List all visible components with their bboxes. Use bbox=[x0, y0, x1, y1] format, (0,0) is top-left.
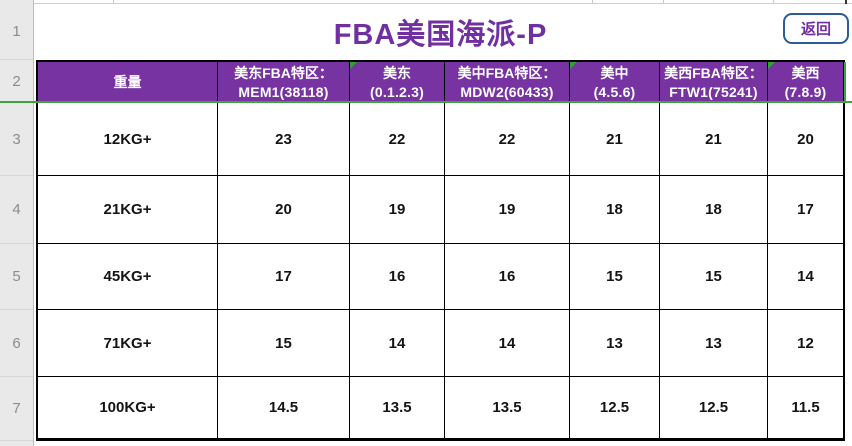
price-cell[interactable]: 13 bbox=[570, 310, 660, 377]
header-label: 重量 bbox=[113, 74, 142, 90]
header-code: (4.5.6) bbox=[593, 83, 636, 100]
price-cell[interactable]: 23 bbox=[218, 103, 350, 176]
weight-cell[interactable]: 21KG+ bbox=[38, 176, 218, 244]
price-cell[interactable]: 17 bbox=[768, 176, 843, 244]
price-cell[interactable]: 16 bbox=[445, 244, 570, 310]
price-cell[interactable]: 15 bbox=[218, 310, 350, 377]
price-cell[interactable]: 13.5 bbox=[445, 377, 570, 438]
price-cell[interactable]: 14 bbox=[350, 310, 445, 377]
row-number-4[interactable]: 4 bbox=[0, 176, 33, 244]
header-label: 美西 bbox=[791, 64, 820, 81]
header-code: MEM1(38118) bbox=[238, 83, 329, 100]
price-cell[interactable]: 13.5 bbox=[350, 377, 445, 438]
price-cell[interactable]: 19 bbox=[350, 176, 445, 244]
header-label: 美中 bbox=[600, 64, 629, 81]
sheet-title: FBA美国海派-P bbox=[333, 19, 548, 51]
price-cell[interactable]: 13 bbox=[660, 310, 768, 377]
weight-cell[interactable]: 45KG+ bbox=[38, 244, 218, 310]
row-number-8[interactable]: 8 bbox=[0, 441, 33, 446]
header-code: MDW2(60433) bbox=[460, 83, 554, 100]
row-number-3[interactable]: 3 bbox=[0, 103, 33, 176]
header-cell-us-central-fba[interactable]: 美中FBA特区： MDW2(60433) bbox=[445, 62, 570, 103]
price-cell[interactable]: 21 bbox=[660, 103, 768, 176]
header-label: 美西FBA特区： bbox=[664, 64, 763, 81]
price-cell[interactable]: 12.5 bbox=[570, 377, 660, 438]
row-number-6[interactable]: 6 bbox=[0, 310, 33, 377]
price-cell[interactable]: 22 bbox=[445, 103, 570, 176]
row-number-5[interactable]: 5 bbox=[0, 244, 33, 310]
price-cell[interactable]: 11.5 bbox=[768, 377, 843, 438]
gridline bbox=[663, 0, 664, 3]
header-cell-us-west[interactable]: 美西 (7.8.9) bbox=[768, 62, 843, 103]
row-number-7[interactable]: 7 bbox=[0, 377, 33, 441]
freeze-pane-divider-vertical bbox=[844, 62, 846, 103]
weight-cell[interactable]: 12KG+ bbox=[38, 103, 218, 176]
row-number-2[interactable]: 2 bbox=[0, 60, 33, 103]
title-row: FBA美国海派-P 返回 bbox=[36, 4, 849, 60]
top-grid-strip bbox=[0, 0, 852, 4]
price-cell[interactable]: 21 bbox=[570, 103, 660, 176]
gridline bbox=[773, 0, 774, 3]
header-code: FTW1(75241) bbox=[669, 83, 758, 100]
price-cell[interactable]: 19 bbox=[445, 176, 570, 244]
price-cell[interactable]: 15 bbox=[570, 244, 660, 310]
gridline bbox=[845, 0, 847, 4]
header-cell-us-central[interactable]: 美中 (4.5.6) bbox=[570, 62, 660, 103]
back-button[interactable]: 返回 bbox=[783, 13, 849, 44]
price-table: 重量 美东FBA特区： MEM1(38118) 美东 (0.1.2.3) 美中F… bbox=[36, 60, 845, 441]
price-cell[interactable]: 14 bbox=[768, 244, 843, 310]
header-cell-weight[interactable]: 重量 bbox=[38, 62, 218, 103]
gridline bbox=[592, 0, 593, 3]
row-number-gutter: 1 2 3 4 5 6 7 8 bbox=[0, 0, 34, 446]
price-cell[interactable]: 14.5 bbox=[218, 377, 350, 438]
gridline bbox=[34, 3, 852, 4]
header-label: 美中FBA特区： bbox=[457, 64, 557, 81]
row-number-1[interactable]: 1 bbox=[0, 4, 33, 60]
header-label: 美东 bbox=[383, 64, 411, 81]
weight-cell[interactable]: 100KG+ bbox=[38, 377, 218, 438]
price-cell[interactable]: 15 bbox=[660, 244, 768, 310]
header-code: (7.8.9) bbox=[784, 83, 827, 100]
header-cell-us-west-fba[interactable]: 美西FBA特区： FTW1(75241) bbox=[660, 62, 768, 103]
error-indicator-icon bbox=[350, 62, 357, 69]
price-cell[interactable]: 18 bbox=[660, 176, 768, 244]
price-cell[interactable]: 12.5 bbox=[660, 377, 768, 438]
freeze-pane-divider-horizontal bbox=[0, 101, 852, 103]
header-code: (0.1.2.3) bbox=[370, 83, 424, 100]
weight-cell[interactable]: 71KG+ bbox=[38, 310, 218, 377]
price-cell[interactable]: 14 bbox=[445, 310, 570, 377]
price-cell[interactable]: 20 bbox=[768, 103, 843, 176]
gridline bbox=[113, 0, 114, 3]
price-cell[interactable]: 22 bbox=[350, 103, 445, 176]
price-cell[interactable]: 17 bbox=[218, 244, 350, 310]
price-cell[interactable]: 20 bbox=[218, 176, 350, 244]
error-indicator-icon bbox=[768, 62, 775, 69]
price-cell[interactable]: 16 bbox=[350, 244, 445, 310]
header-label: 美东FBA特区： bbox=[234, 64, 333, 81]
price-cell[interactable]: 12 bbox=[768, 310, 843, 377]
price-cell[interactable]: 18 bbox=[570, 176, 660, 244]
header-cell-us-east-fba[interactable]: 美东FBA特区： MEM1(38118) bbox=[218, 62, 350, 103]
error-indicator-icon bbox=[570, 62, 577, 69]
header-cell-us-east[interactable]: 美东 (0.1.2.3) bbox=[350, 62, 445, 103]
